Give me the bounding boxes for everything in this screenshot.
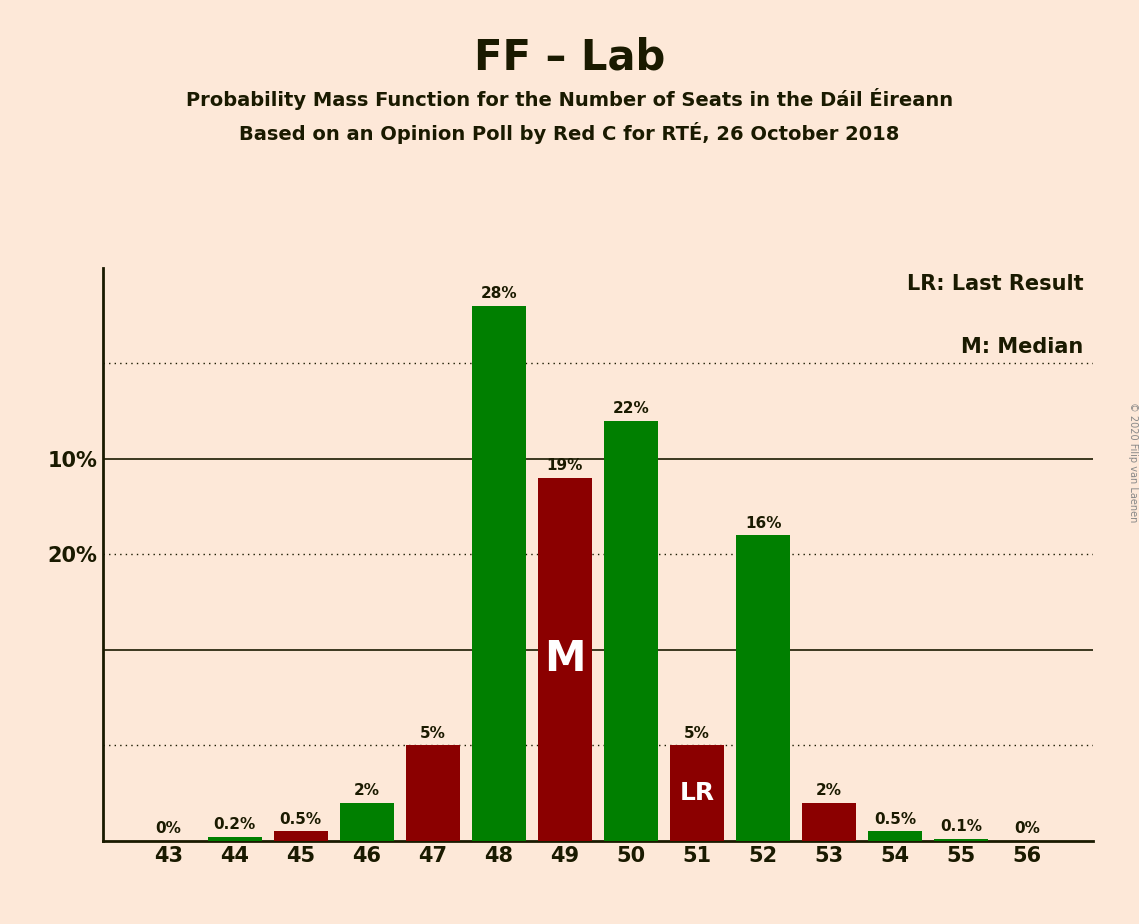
Text: Probability Mass Function for the Number of Seats in the Dáil Éireann: Probability Mass Function for the Number… xyxy=(186,88,953,110)
Bar xyxy=(339,803,394,841)
Text: 0.2%: 0.2% xyxy=(213,817,256,833)
Text: LR: Last Result: LR: Last Result xyxy=(907,274,1083,294)
Text: M: Median: M: Median xyxy=(961,336,1083,357)
Bar xyxy=(934,839,989,841)
Bar xyxy=(273,832,328,841)
Text: M: M xyxy=(544,638,585,680)
Text: 16%: 16% xyxy=(745,516,781,530)
Bar xyxy=(670,746,724,841)
Text: 0%: 0% xyxy=(1015,821,1040,836)
Text: 0%: 0% xyxy=(156,821,181,836)
Text: LR: LR xyxy=(680,781,714,805)
Text: 5%: 5% xyxy=(685,725,710,741)
Text: 2%: 2% xyxy=(354,783,379,797)
Text: Based on an Opinion Poll by Red C for RTÉ, 26 October 2018: Based on an Opinion Poll by Red C for RT… xyxy=(239,122,900,144)
Text: FF – Lab: FF – Lab xyxy=(474,37,665,79)
Bar xyxy=(472,306,526,841)
Text: 0.5%: 0.5% xyxy=(875,811,916,826)
Bar xyxy=(538,478,592,841)
Text: © 2020 Filip van Laenen: © 2020 Filip van Laenen xyxy=(1129,402,1138,522)
Text: 5%: 5% xyxy=(420,725,445,741)
Text: 19%: 19% xyxy=(547,458,583,473)
Bar xyxy=(207,837,262,841)
Bar xyxy=(405,746,460,841)
Text: 28%: 28% xyxy=(481,286,517,301)
Text: 2%: 2% xyxy=(817,783,842,797)
Text: 0.5%: 0.5% xyxy=(280,811,321,826)
Bar xyxy=(604,420,658,841)
Text: 0.1%: 0.1% xyxy=(941,820,982,834)
Bar xyxy=(868,832,923,841)
Bar xyxy=(736,535,790,841)
Text: 22%: 22% xyxy=(613,401,649,416)
Bar xyxy=(802,803,857,841)
